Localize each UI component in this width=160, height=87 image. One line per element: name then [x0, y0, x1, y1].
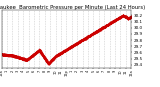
Title: Milwaukee  Barometric Pressure per Minute (Last 24 Hours): Milwaukee Barometric Pressure per Minute… [0, 5, 145, 10]
